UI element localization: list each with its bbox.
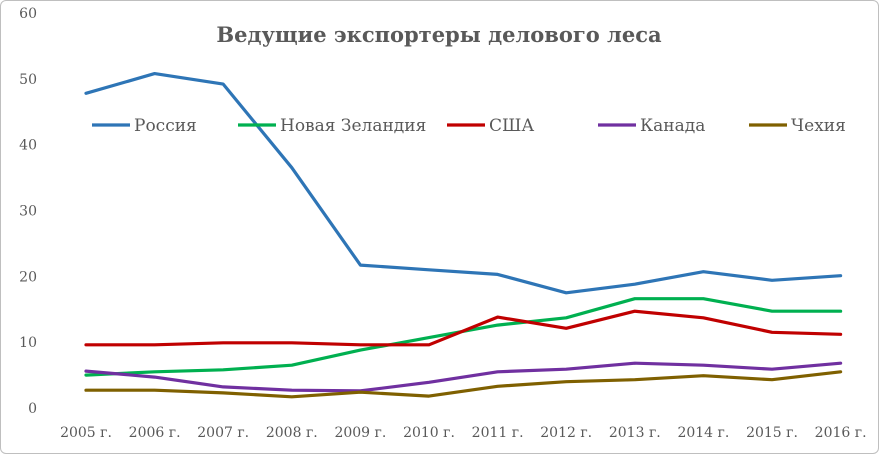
legend-label: Новая Зеландия — [280, 116, 426, 136]
y-tick-label: 10 — [19, 335, 37, 351]
y-tick-label: 40 — [19, 138, 37, 154]
x-tick-label: 2008 г. — [266, 425, 318, 441]
series-line-3 — [84, 361, 843, 393]
y-tick-label: 50 — [19, 72, 37, 88]
legend-label: США — [489, 116, 534, 136]
x-tick-label: 2009 г. — [334, 425, 386, 441]
series-line-2 — [84, 309, 843, 347]
y-tick-label: 0 — [28, 401, 37, 417]
y-tick-label: 60 — [19, 6, 37, 22]
x-tick-label: 2005 г. — [60, 425, 112, 441]
x-tick-label: 2010 г. — [403, 425, 455, 441]
x-tick-label: 2007 г. — [197, 425, 249, 441]
x-tick-label: 2013 г. — [609, 425, 661, 441]
x-tick-label: 2006 г. — [129, 425, 181, 441]
legend: Россия Новая Зеландия США Канада Чехия — [92, 116, 846, 136]
y-axis: 0 10 20 30 40 50 60 — [19, 6, 37, 417]
x-tick-label: 2015 г. — [746, 425, 798, 441]
x-tick-label: 2011 г. — [472, 425, 524, 441]
y-tick-label: 20 — [19, 269, 37, 285]
x-tick-label: 2014 г. — [677, 425, 729, 441]
y-tick-label: 30 — [19, 204, 37, 220]
legend-label: Россия — [134, 116, 197, 136]
legend-label: Чехия — [791, 116, 846, 136]
legend-label: Канада — [640, 116, 705, 136]
x-tick-label: 2016 г. — [815, 425, 867, 441]
series-line-4 — [84, 370, 843, 399]
x-axis: 2005 г. 2006 г. 2007 г. 2008 г. 2009 г. 2010 … — [60, 425, 866, 441]
x-tick-label: 2012 г. — [540, 425, 592, 441]
series-line-1 — [84, 297, 843, 377]
chart-title: Ведущие экспортеры делового леса — [216, 22, 662, 47]
series-line-0 — [84, 71, 843, 295]
series-lines — [84, 71, 843, 399]
